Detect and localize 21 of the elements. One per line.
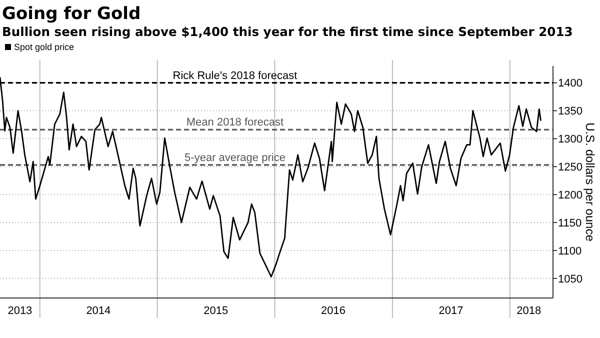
x-tick-label: 2017 [438,305,464,317]
ref-line-label: 5-year average price [184,152,286,164]
y-tick-label: 1200 [558,189,582,202]
y-tick-label: 1350 [558,106,582,118]
chart-subtitle: Bullion seen rising above $1,400 this year for the first time since September 2013 [2,25,573,39]
x-tick-label: 2014 [86,305,111,317]
ref-line-label: Mean 2018 forecast [186,116,284,129]
x-tick-label: 2015 [204,305,228,317]
legend-label: Spot gold price [14,42,74,52]
x-tick-label: 2016 [321,305,346,317]
y-tick-label: 1300 [558,134,582,146]
y-tick-label: 1100 [558,245,582,258]
chart-title: Going for Gold [2,4,141,24]
y-tick-label: 1050 [558,273,582,286]
y-tick-label: 1400 [558,78,582,90]
y-tick-label: 1250 [558,161,582,174]
x-tick-label: 2013 [8,305,32,317]
y-tick-label: 1150 [558,217,582,230]
y-axis-title: U.S. dollars per ounce [583,122,597,242]
ref-line-label: Rick Rule's 2018 forecast [172,70,298,82]
x-tick-label: 2018 [516,305,542,317]
